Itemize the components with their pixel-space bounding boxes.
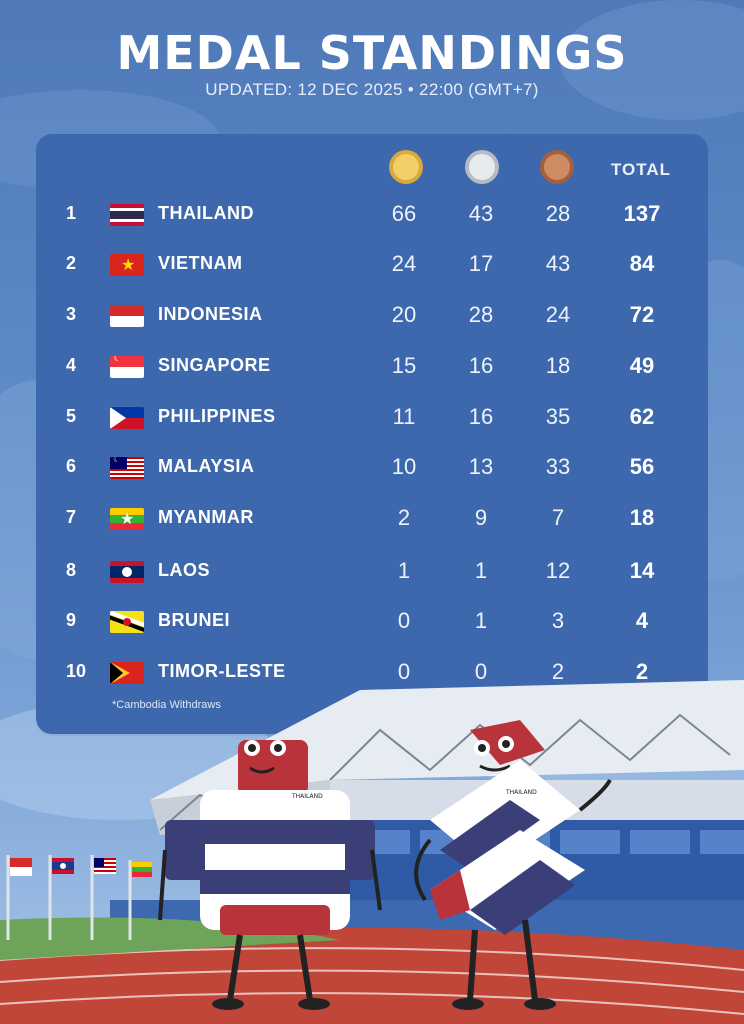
thailand-mascot-left: THAILAND [158,740,382,1010]
bronze-count: 2 [551,659,565,684]
gold-count: 24 [391,251,417,276]
footnote: *Cambodia Withdraws [112,699,221,711]
timor-leste-flag [110,662,144,684]
bronze-count: 43 [545,251,571,276]
total-count: 14 [629,558,655,583]
total-count: 2 [635,659,649,684]
silver-count: 17 [468,251,494,276]
table-row: 9 BRUNEI 0 1 3 4 [36,602,708,642]
country-name: SINGAPORE [158,355,271,375]
thailand-mascot-right: THAILAND [414,720,612,1010]
rank: 5 [66,406,77,426]
gold-count: 11 [392,404,416,429]
country-name: VIETNAM [158,253,243,273]
table-row: 1 THAILAND 66 43 28 137 [36,195,708,235]
singapore-flag: ☾ [110,356,144,378]
gold-count: 66 [391,201,417,226]
gold-count: 0 [397,659,411,684]
silver-count: 28 [468,302,494,327]
country-name: TIMOR-LESTE [158,661,286,681]
silver-count: 1 [474,608,488,633]
table-row: 2 ★ VIETNAM 24 17 43 84 [36,245,708,285]
total-count: 84 [629,251,655,276]
bronze-count: 24 [545,302,571,327]
table-row: 5 PHILIPPINES 11 16 35 62 [36,398,708,438]
total-count: 62 [629,404,655,429]
stadium-illustration: THAILAND THAILAND [0,680,744,1024]
table-row: 7 ★ MYANMAR 2 9 7 18 [36,499,708,539]
total-column-header: TOTAL [610,160,672,179]
malaysia-flag [94,858,116,874]
myanmar-flag [132,862,152,877]
silver-count: 43 [468,201,494,226]
vietnam-flag: ★ [110,254,144,276]
total-count: 56 [629,454,655,479]
silver-count: 1 [474,558,488,583]
laos-flag [52,858,74,874]
silver-count: 0 [474,659,488,684]
philippines-flag [110,407,144,429]
page-title: MEDAL STANDINGS [116,26,628,80]
total-count: 137 [623,201,661,226]
country-name: INDONESIA [158,304,263,324]
rank: 9 [66,610,77,630]
gold-count: 1 [397,558,411,583]
gold-count: 15 [391,353,417,378]
brunei-flag [110,611,144,633]
thailand-flag [110,204,144,226]
table-row: 6 ☾ MALAYSIA 10 13 33 56 [36,448,708,488]
rank: 1 [66,203,77,223]
bronze-count: 7 [551,505,565,530]
country-name: BRUNEI [158,610,231,630]
country-name: THAILAND [158,203,254,223]
table-row: 10 TIMOR-LESTE 0 0 2 2 [36,653,708,693]
bronze-count: 35 [545,404,571,429]
indonesia-flag [110,305,144,327]
bronze-count: 18 [545,353,571,378]
table-row: 3 INDONESIA 20 28 24 72 [36,296,708,336]
gold-medal-icon [389,150,423,184]
bronze-count: 12 [545,558,571,583]
updated-timestamp: UPDATED: 12 DEC 2025 • 22:00 (GMT+7) [205,80,539,99]
rank: 3 [66,304,77,324]
bronze-count: 3 [551,608,565,633]
rank: 7 [66,507,77,527]
country-name: PHILIPPINES [158,406,276,426]
rank: 8 [66,560,77,580]
silver-count: 16 [468,404,494,429]
mascot-logo-left: THAILAND [291,793,323,800]
medal-table-panel [36,134,708,734]
rank: 10 [66,661,87,681]
silver-medal-icon [465,150,499,184]
rank: 2 [66,253,77,273]
country-name: MYANMAR [158,507,254,527]
rank: 4 [66,355,77,375]
silver-count: 9 [474,505,488,530]
table-row: 8 LAOS 1 1 12 14 [36,552,708,592]
indonesia-flag [10,858,32,876]
bronze-count: 33 [545,454,571,479]
country-name: MALAYSIA [158,456,255,476]
total-count: 18 [629,505,655,530]
total-count: 4 [635,608,649,633]
silver-count: 16 [468,353,494,378]
total-count: 72 [629,302,655,327]
malaysia-flag: ☾ [110,457,144,479]
country-name: LAOS [158,560,211,580]
gold-count: 20 [391,302,417,327]
table-row: 4 ☾ SINGAPORE 15 16 18 49 [36,347,708,387]
mascot-logo-right: THAILAND [505,789,537,796]
gold-count: 10 [391,454,417,479]
gold-count: 2 [397,505,411,530]
myanmar-flag: ★ [110,508,144,530]
laos-flag [110,561,144,583]
rank: 6 [66,456,77,476]
bronze-count: 28 [545,201,571,226]
gold-count: 0 [397,608,411,633]
total-count: 49 [629,353,655,378]
bronze-medal-icon [540,150,574,184]
silver-count: 13 [468,454,494,479]
